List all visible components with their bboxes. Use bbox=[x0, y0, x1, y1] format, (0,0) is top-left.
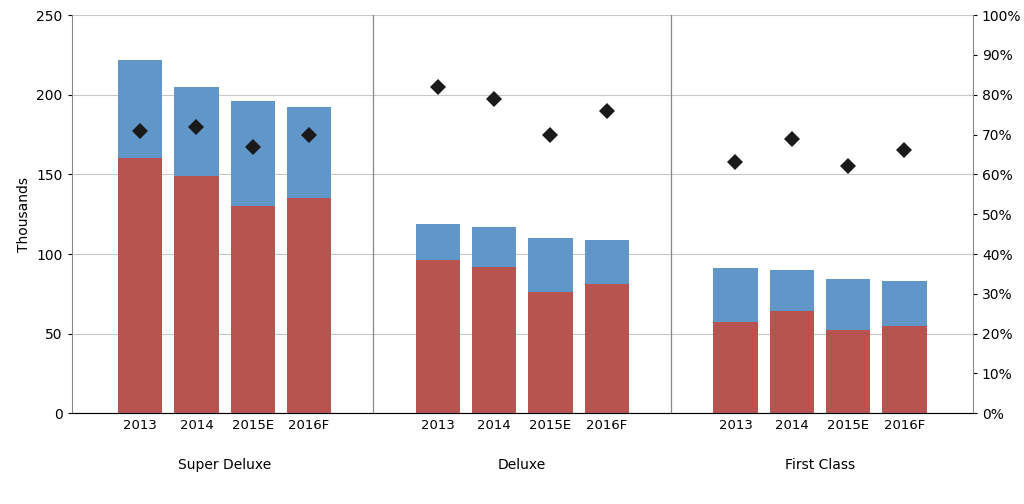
Text: Deluxe: Deluxe bbox=[498, 458, 547, 472]
Bar bbox=[472, 227, 516, 267]
Bar bbox=[416, 261, 460, 413]
Text: First Class: First Class bbox=[784, 458, 855, 472]
Y-axis label: Thousands: Thousands bbox=[16, 177, 31, 251]
Bar bbox=[174, 87, 218, 176]
Bar bbox=[826, 331, 870, 413]
Bar bbox=[585, 284, 629, 413]
Bar bbox=[528, 292, 572, 413]
Bar bbox=[714, 268, 758, 323]
Bar bbox=[287, 198, 331, 413]
Text: Super Deluxe: Super Deluxe bbox=[178, 458, 271, 472]
Bar bbox=[174, 176, 218, 413]
Bar bbox=[287, 107, 331, 198]
Bar bbox=[118, 158, 162, 413]
Bar bbox=[416, 224, 460, 261]
Bar bbox=[883, 281, 927, 326]
Bar bbox=[528, 238, 572, 292]
Bar bbox=[770, 270, 814, 311]
Bar bbox=[230, 101, 274, 206]
Bar bbox=[826, 280, 870, 331]
Bar bbox=[770, 311, 814, 413]
Bar bbox=[472, 267, 516, 413]
Bar bbox=[714, 323, 758, 413]
Bar bbox=[118, 59, 162, 158]
Bar bbox=[585, 240, 629, 284]
Legend: Revpar, Average room rate (KRW), Occupancy: Revpar, Average room rate (KRW), Occupan… bbox=[260, 500, 713, 504]
Bar bbox=[883, 326, 927, 413]
Bar bbox=[230, 206, 274, 413]
